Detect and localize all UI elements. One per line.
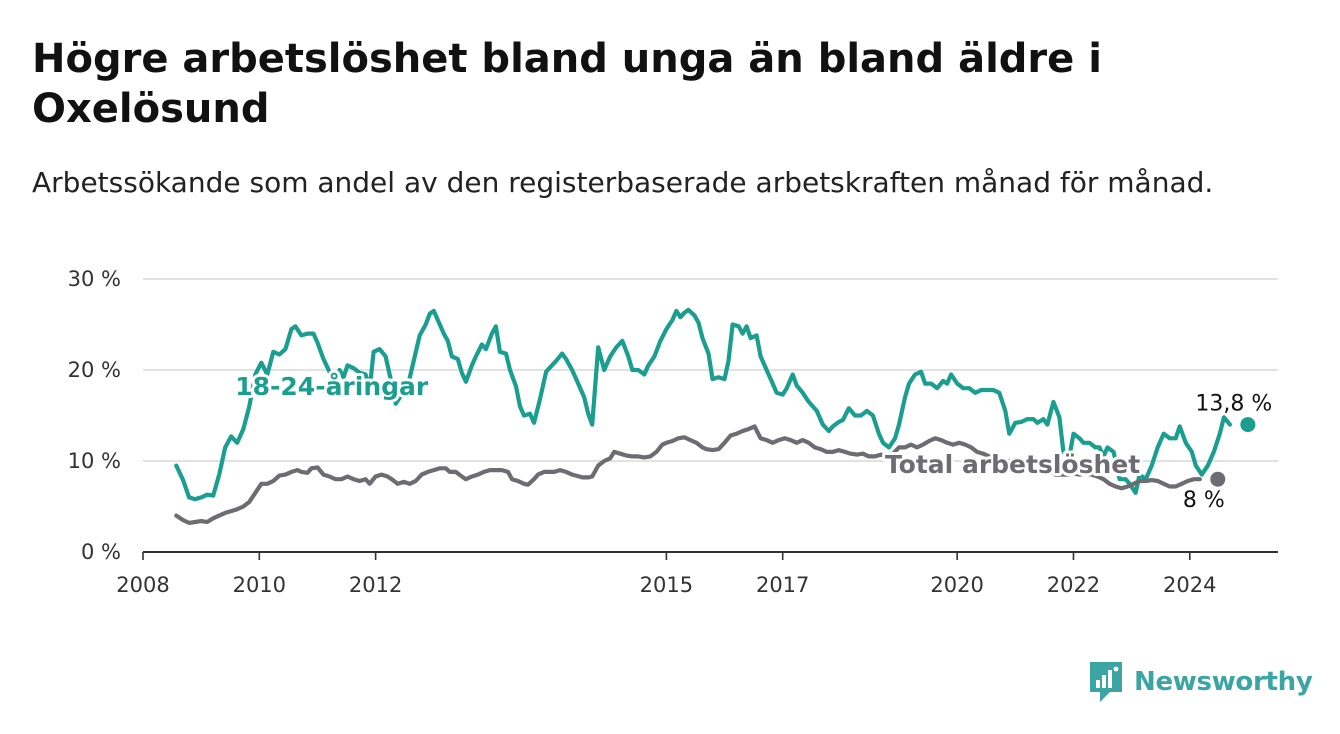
x-tick-label: 2010 <box>233 573 286 597</box>
brand-logo: Newsworthy <box>1088 660 1313 704</box>
series-name-label-0: 18-24-åringar <box>235 372 429 401</box>
x-tick-label: 2024 <box>1163 573 1216 597</box>
brand-name: Newsworthy <box>1134 667 1313 697</box>
y-tick-label: 20 % <box>68 358 121 382</box>
x-tick-label: 2012 <box>349 573 402 597</box>
series-line-1 <box>174 424 1202 525</box>
bar-chart-icon <box>1090 662 1122 702</box>
series-end-marker-1 <box>1210 471 1226 487</box>
series-end-label-1: 8 % <box>1183 488 1225 513</box>
series-name-label-1: Total arbetslöshet <box>885 450 1140 479</box>
series-line-0 <box>174 307 1232 502</box>
series-labels: 13,8 % 18-24-åringar 8 % Total arbetslöshet <box>232 369 1272 513</box>
y-tick-label: 0 % <box>81 540 121 564</box>
x-tick-label: 2022 <box>1047 573 1100 597</box>
series-lines <box>174 307 1232 525</box>
page-title: Högre arbetslöshet bland unga än bland ä… <box>32 36 1102 132</box>
x-tick-label: 2017 <box>756 573 809 597</box>
series-end-label-0: 13,8 % <box>1195 392 1272 417</box>
line-chart: 0 % 10 % 20 % 30 % 2008 2010 2012 2015 2017 2020 2… <box>68 267 1278 597</box>
series-end-marker-0 <box>1240 417 1256 433</box>
x-tick-label: 2020 <box>930 573 983 597</box>
y-tick-label: 30 % <box>68 267 121 291</box>
x-tick-label: 2008 <box>116 573 169 597</box>
x-tick-label: 2015 <box>640 573 693 597</box>
axes: 0 % 10 % 20 % 30 % 2008 2010 2012 2015 2017 2020 2… <box>68 267 1278 597</box>
y-tick-label: 10 % <box>68 449 121 473</box>
page-subtitle: Arbetssökande som andel av den registerb… <box>32 166 1214 199</box>
